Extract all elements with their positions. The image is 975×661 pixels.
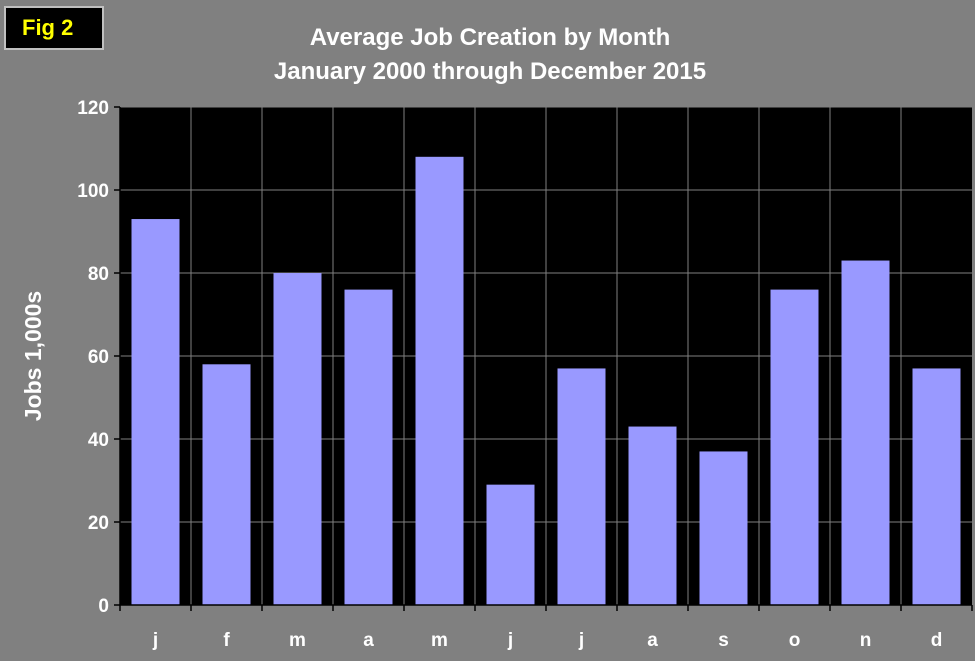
- x-tick-label: m: [431, 630, 448, 651]
- axes: [114, 106, 973, 611]
- x-tick-label: j: [578, 630, 584, 651]
- x-tick-label: n: [860, 630, 872, 651]
- bar-4: [344, 289, 393, 605]
- bar-2: [202, 364, 251, 605]
- bar-6: [486, 484, 535, 605]
- bar-1: [131, 219, 180, 606]
- bar-12: [912, 368, 961, 605]
- y-tick-label: 120: [77, 98, 109, 119]
- bar-3: [273, 273, 322, 605]
- bar-10: [770, 289, 819, 605]
- bar-9: [699, 451, 748, 605]
- y-tick-label: 20: [88, 513, 109, 534]
- y-tick-label: 100: [77, 181, 109, 202]
- figure-number-badge: Fig 2: [4, 6, 104, 50]
- y-tick-label: 60: [88, 347, 109, 368]
- y-tick-label: 40: [88, 430, 109, 451]
- x-tick-label: d: [931, 630, 943, 651]
- chart-subtitle: January 2000 through December 2015: [274, 58, 706, 85]
- x-tick-label: j: [507, 630, 513, 651]
- grid-lines: [120, 106, 972, 605]
- y-tick-label: 80: [88, 264, 109, 285]
- bar-8: [628, 426, 677, 605]
- bar-5: [415, 156, 464, 606]
- x-tick-label: a: [363, 630, 374, 651]
- x-tick-label: j: [152, 630, 158, 651]
- bar-11: [841, 260, 890, 605]
- x-tick-label: s: [718, 630, 729, 651]
- y-axis-tick-labels: 0 20 40 60 80 100 120: [77, 98, 109, 617]
- x-tick-label: m: [289, 630, 306, 651]
- x-tick-label: a: [647, 630, 658, 651]
- chart-title: Average Job Creation by Month: [310, 24, 671, 51]
- y-tick-label: 0: [98, 596, 109, 617]
- y-axis-title: Jobs 1,000s: [20, 291, 46, 421]
- bars: [131, 156, 961, 606]
- x-tick-label: o: [789, 630, 801, 651]
- bar-7: [557, 368, 606, 605]
- x-tick-label: f: [223, 630, 230, 651]
